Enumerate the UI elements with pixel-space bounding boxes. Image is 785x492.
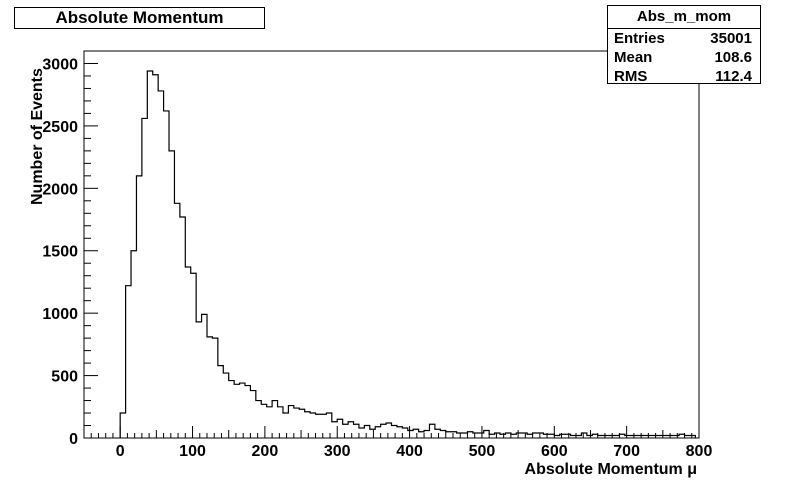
x-axis: 0 100 200 300 400 500 600 700 800 (83, 426, 713, 460)
y-tick-label: 0 (69, 431, 78, 448)
stats-row-mean: Mean 108.6 (608, 48, 760, 67)
x-axis-label: Absolute Momentum μ (525, 461, 697, 478)
stats-value: 35001 (710, 30, 752, 47)
x-tick-label: 0 (116, 443, 125, 460)
stats-title: Abs_m_mom (608, 6, 760, 29)
y-axis: 0 500 1000 1500 2000 2500 3000 (42, 50, 98, 448)
y-tick-label: 2000 (42, 181, 78, 198)
y-tick-label: 2500 (42, 119, 78, 136)
stats-row-entries: Entries 35001 (608, 29, 760, 48)
stats-value: 112.4 (715, 68, 752, 85)
y-axis-label: Number of Events (29, 68, 46, 205)
stats-key: Mean (614, 49, 653, 66)
x-tick-label: 600 (541, 443, 568, 460)
stats-key: RMS (614, 68, 648, 85)
y-tick-label: 3000 (42, 56, 78, 73)
y-tick-label: 1000 (42, 306, 78, 323)
x-tick-label: 500 (469, 443, 496, 460)
x-tick-label: 200 (252, 443, 279, 460)
x-tick-label: 700 (613, 443, 640, 460)
x-tick-label: 300 (324, 443, 351, 460)
plot-frame (83, 50, 700, 439)
stats-row-rms: RMS 112.4 (608, 67, 760, 86)
stats-value: 108.6 (714, 49, 752, 66)
y-tick-label: 500 (51, 369, 78, 386)
chart-title: Absolute Momentum (14, 7, 265, 29)
y-tick-label: 1500 (42, 244, 78, 261)
x-tick-label: 400 (396, 443, 423, 460)
x-tick-label: 800 (686, 443, 713, 460)
stats-box: Abs_m_mom Entries 35001 Mean 108.6 RMS 1… (607, 5, 761, 86)
x-tick-label: 100 (179, 443, 206, 460)
histogram-line (119, 70, 696, 438)
stats-key: Entries (614, 30, 665, 47)
